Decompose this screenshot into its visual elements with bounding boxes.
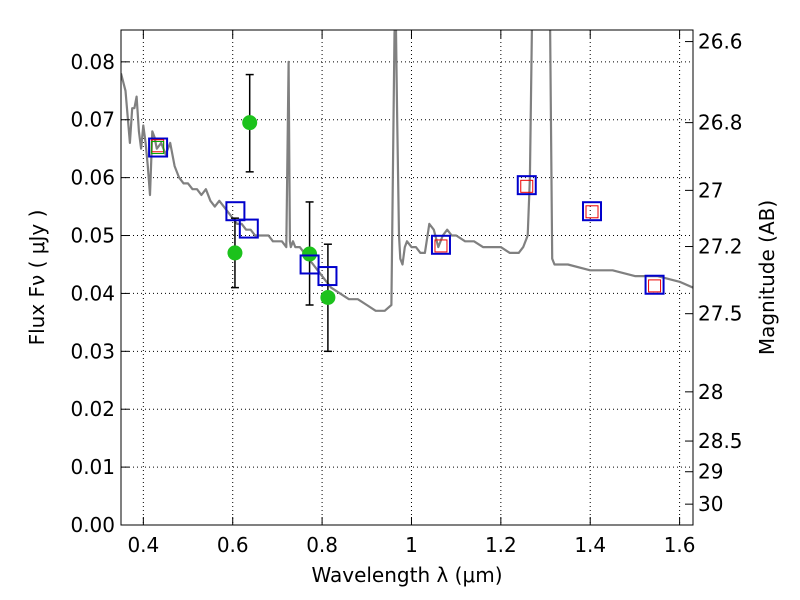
model-photometry-square	[644, 274, 665, 295]
model-photometry-square	[148, 137, 169, 158]
y-tick-label: 0.01	[70, 455, 115, 479]
y-tick-label: 0.05	[70, 224, 115, 248]
x-tick-label: 0.8	[306, 533, 338, 557]
green-square-marker	[151, 141, 165, 155]
plot-area	[121, 30, 693, 353]
y-tick-label: 0.07	[70, 108, 115, 132]
model-photometry-square	[238, 218, 259, 239]
x-tick-label: 0.6	[217, 533, 249, 557]
plot-clip-group	[121, 30, 693, 353]
y-tick-label: 0.04	[70, 281, 115, 305]
red-square-marker	[434, 239, 448, 253]
observed-point	[242, 115, 258, 131]
model-photometry-square	[317, 266, 338, 287]
y2-axis-label: Magnitude (AB)	[755, 200, 779, 355]
y-tick-label: 0.06	[70, 166, 115, 190]
x-tick-label: 1	[405, 533, 418, 557]
y2-tick-label: 30	[698, 492, 723, 516]
y-tick-label: 0.08	[70, 50, 115, 74]
model-photometry-square	[430, 234, 451, 255]
model-photometry-square	[582, 201, 603, 222]
y2-tick-label: 28	[698, 380, 723, 404]
x-axis-label: Wavelength λ (μm)	[311, 563, 502, 587]
model-spectrum-line	[121, 30, 693, 312]
x-tick-label: 0.4	[127, 533, 159, 557]
y-tick-label: 0.02	[70, 397, 115, 421]
model-photometry-square	[225, 201, 246, 222]
y2-tick-label: 26.8	[698, 111, 743, 135]
red-square-marker	[648, 279, 662, 293]
y2-tick-label: 27.2	[698, 235, 743, 259]
observed-point	[302, 246, 318, 262]
grid-lines	[121, 30, 693, 525]
model-photometry-square	[299, 254, 320, 275]
y-tick-label: 0.00	[70, 513, 115, 537]
x-tick-label: 1.2	[485, 533, 517, 557]
y2-tick-label: 27	[698, 178, 723, 202]
y2-tick-label: 27.5	[698, 302, 743, 326]
model-photometry-square	[516, 175, 537, 196]
x-tick-label: 1.4	[574, 533, 606, 557]
y-tick-label: 0.03	[70, 339, 115, 363]
red-square-marker	[520, 179, 534, 193]
red-square-marker	[585, 205, 599, 219]
axis-ticks: 0.4 0.6 0.8 1 1.2 1.4 1.6 0.00 0.01 0.02 0.03 0.04 0…	[70, 30, 742, 557]
y2-tick-label: 26.6	[698, 30, 743, 54]
y-axis-label: Flux Fν ( μJy )	[25, 210, 49, 346]
y2-tick-label: 28.5	[698, 429, 743, 453]
observed-point	[320, 289, 336, 305]
observed-point	[227, 245, 243, 261]
y2-tick-label: 29	[698, 460, 723, 484]
axes-frame	[120, 29, 694, 526]
x-tick-label: 1.6	[664, 533, 696, 557]
